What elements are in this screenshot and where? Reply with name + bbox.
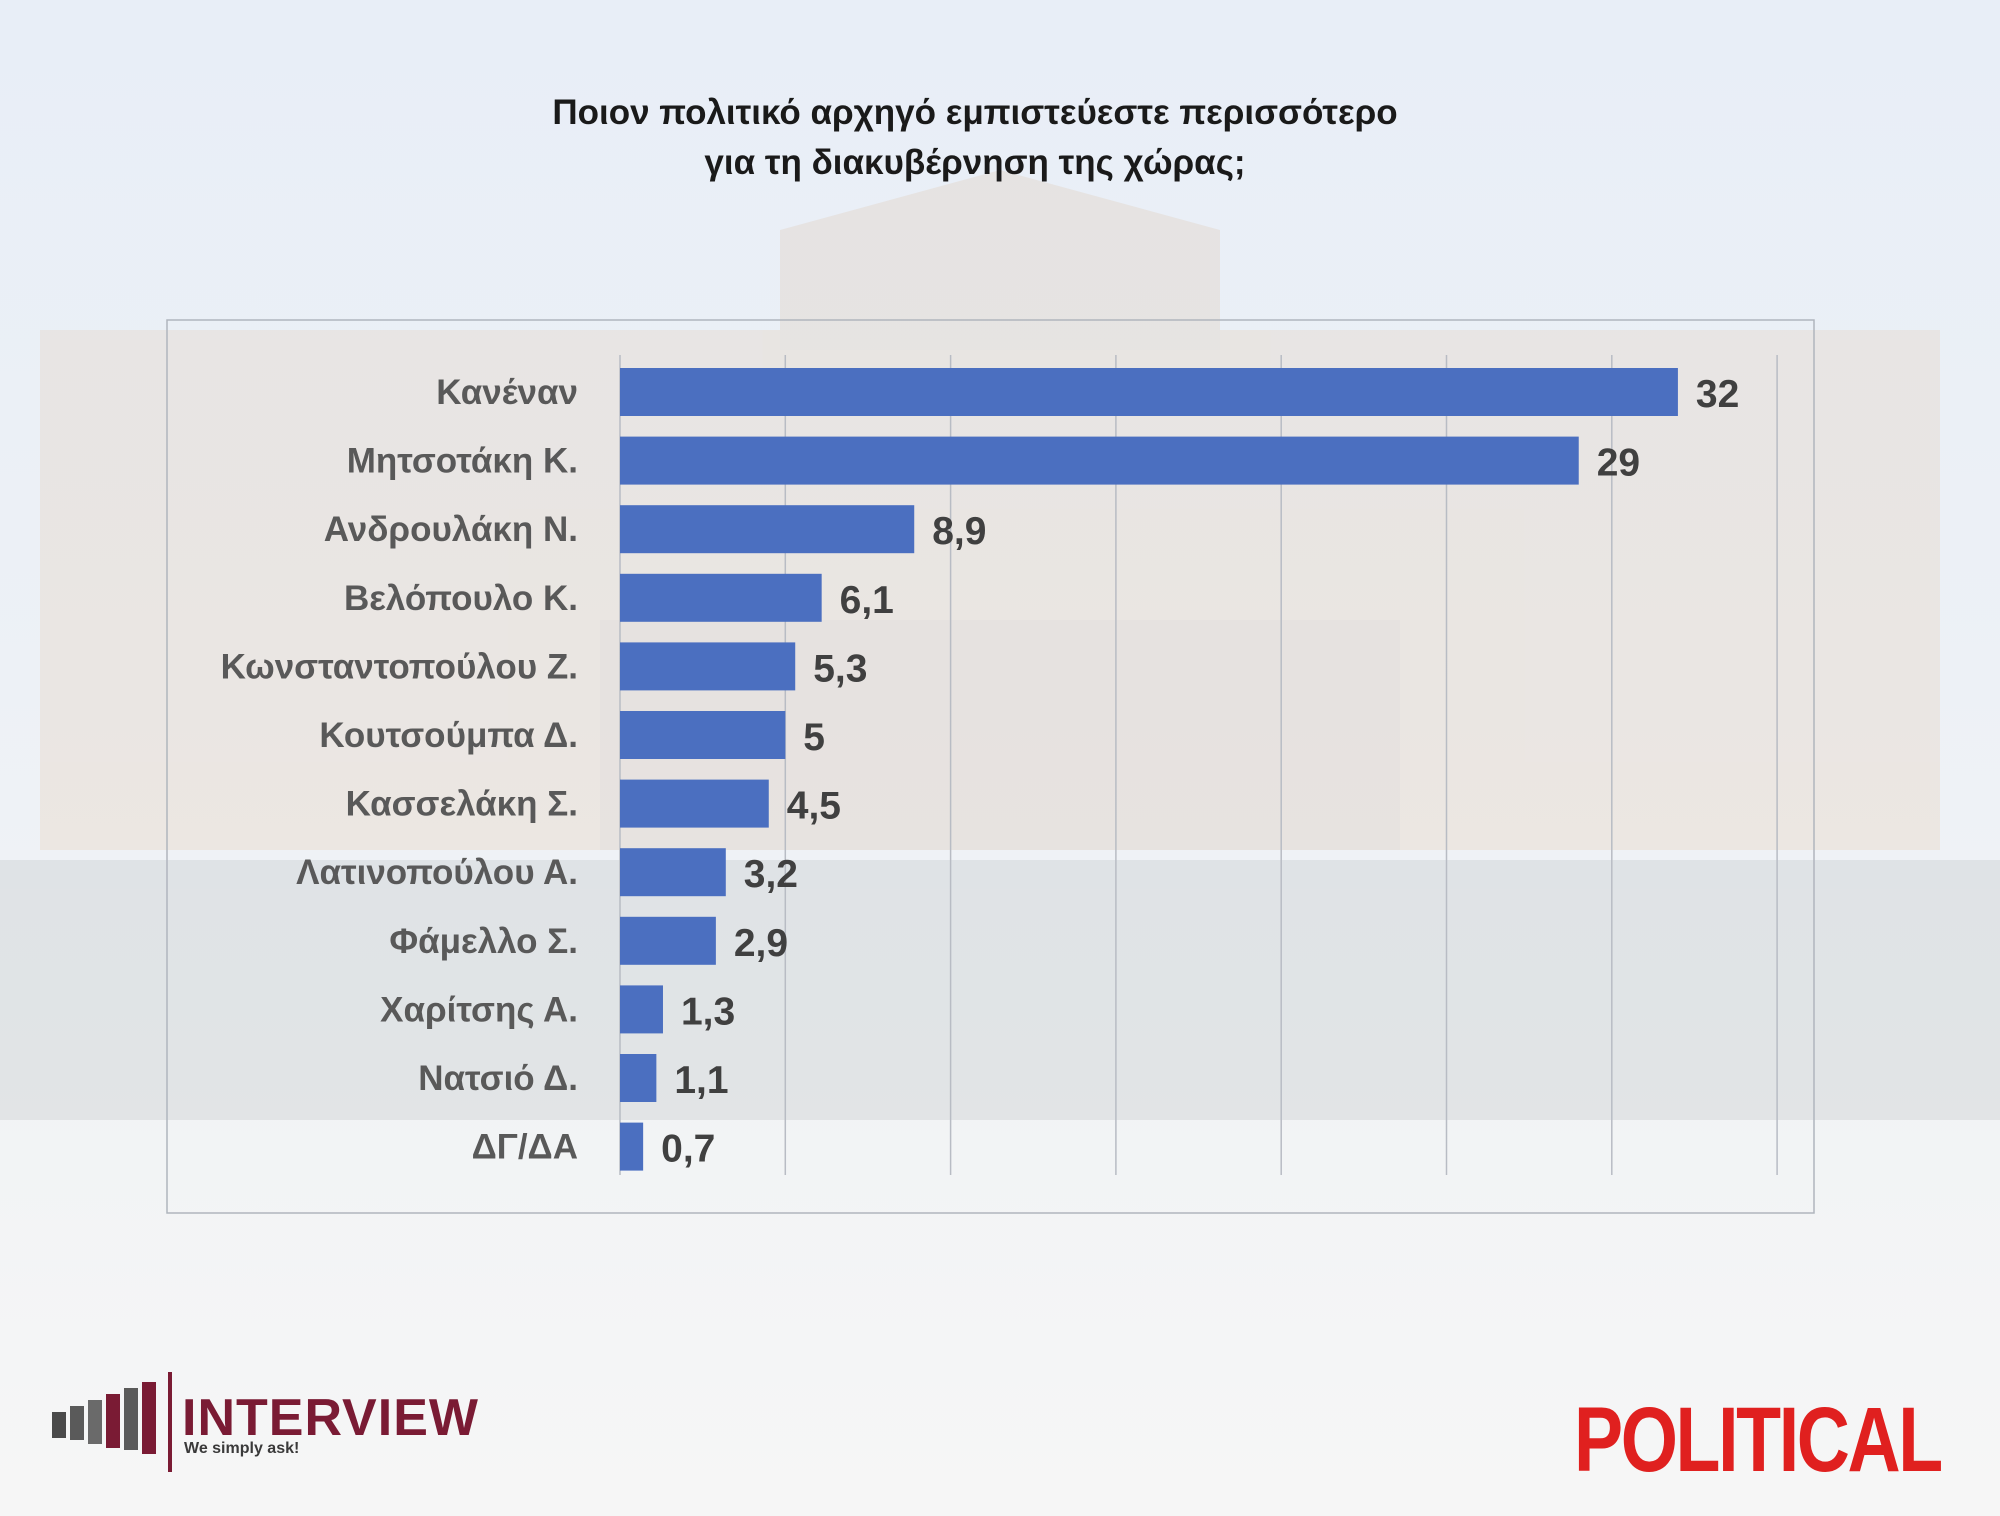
bar [620,711,786,759]
interview-tagline: We simply ask! [184,1440,300,1457]
bars [620,368,1678,1171]
bar [620,505,915,554]
data-label: 2,9 [734,922,788,965]
chart-title-line-2: για τη διακυβέρνηση της χώρας; [704,143,1246,182]
data-label: 1,3 [681,990,735,1033]
category-label: Κουτσούμπα Δ. [319,716,578,755]
bar [620,573,822,622]
bar [620,368,1678,416]
data-label: 0,7 [661,1128,715,1171]
data-label: 1,1 [674,1059,728,1102]
category-label: Ανδρουλάκη Ν. [324,510,578,549]
category-label: Κανέναν [436,373,578,412]
logo-bar-6 [142,1382,156,1454]
bar [620,642,796,691]
value-labels: 32 29 8,9 6,1 5,3 5 4,5 3,2 2,9 1,3 1,1 0,7 [661,373,1739,1171]
logo-bar-4 [106,1394,120,1448]
gridlines [619,355,1778,1175]
political-logo: POLITICAL [1574,1389,1943,1491]
bar [620,848,726,897]
data-label: 5,3 [813,647,867,690]
chart-title: Ποιον πολιτικό αρχηγό εμπιστεύεστε περισ… [0,88,1950,188]
logo-divider [168,1372,172,1472]
data-label: 8,9 [932,510,986,553]
logo-bar-2 [70,1406,84,1440]
category-label: Λατινοπούλου Α. [296,853,578,892]
bar [620,1122,644,1171]
category-label: Χαρίτσης Α. [380,990,578,1029]
data-label: 29 [1597,442,1640,485]
data-label: 3,2 [744,853,798,896]
interview-logo-mark [52,1372,172,1472]
category-labels: Κανέναν Μητσοτάκη Κ. Ανδρουλάκη Ν. Βελόπουλ… [221,373,578,1167]
data-label: 32 [1696,373,1739,416]
category-label: Μητσοτάκη Κ. [347,442,578,481]
category-label: Φάμελλο Σ. [389,922,578,961]
data-label: 5 [803,716,825,759]
category-label: Κασσελάκη Σ. [346,785,578,824]
bar [620,1054,657,1102]
logo-bar-1 [52,1412,66,1438]
chart-title-line-1: Ποιον πολιτικό αρχηγό εμπιστεύεστε περισ… [552,93,1398,132]
category-label: Κωνσταντοπούλου Ζ. [221,647,578,686]
bar [620,436,1579,485]
data-label: 4,5 [787,785,841,828]
bar [620,916,716,965]
category-label: Νατσιό Δ. [418,1059,578,1098]
bar [620,779,769,828]
plot-area-frame [166,319,1815,1214]
bar [620,985,663,1034]
data-label: 6,1 [840,579,894,622]
logo-bar-3 [88,1400,102,1444]
logo-bar-5 [124,1388,138,1450]
category-label: ΔΓ/ΔΑ [472,1128,578,1167]
interview-logo-text: INTERVIEW [182,1389,479,1447]
category-label: Βελόπουλο Κ. [344,579,578,618]
